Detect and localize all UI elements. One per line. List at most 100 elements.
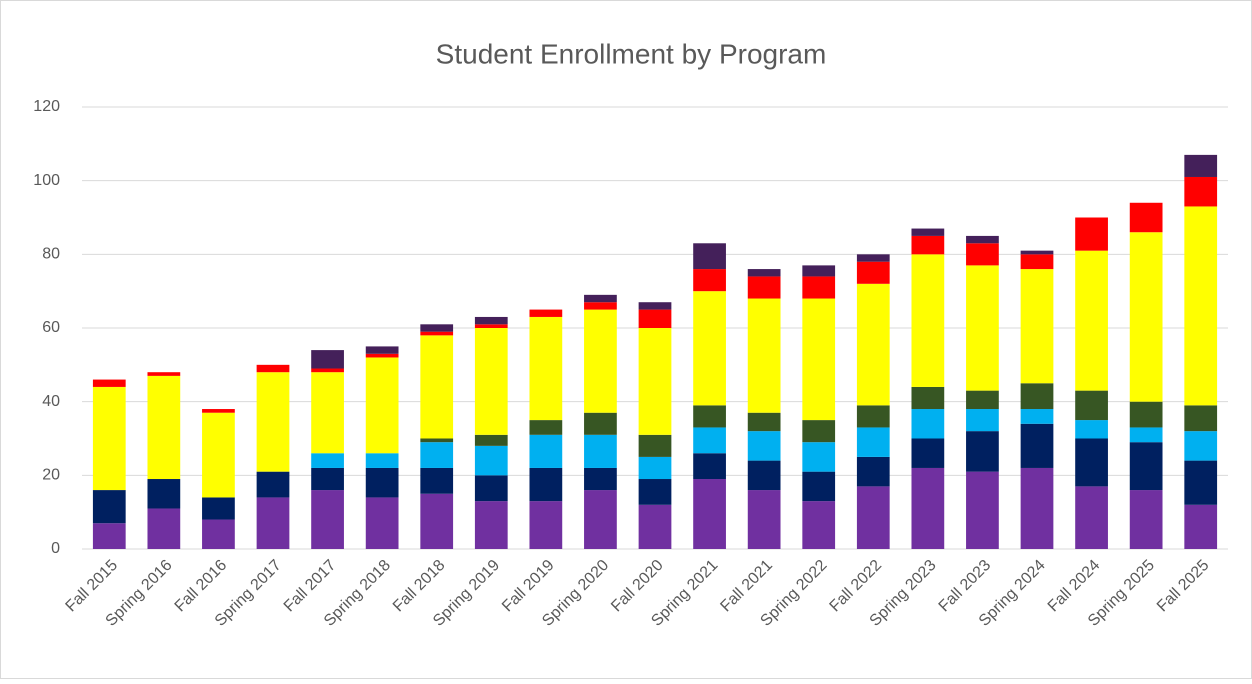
chart-title: Student Enrollment by Program: [436, 38, 827, 69]
bar-segment: [311, 453, 344, 468]
y-tick-label: 80: [42, 246, 60, 263]
bar-segment: [802, 276, 836, 299]
bar-segment: [311, 350, 344, 369]
bar-segment: [92, 490, 126, 524]
bar-segment: [1075, 250, 1108, 391]
bar-segment: [966, 409, 999, 432]
bar-segment: [202, 412, 235, 498]
bar-segment: [584, 490, 617, 549]
bar-segment: [202, 409, 235, 413]
bar-segment: [311, 372, 344, 454]
bar-segment: [1020, 409, 1054, 424]
bar-segment: [365, 453, 399, 468]
bar-segment: [529, 309, 563, 317]
bar-segment: [1075, 486, 1108, 549]
bar-segment: [911, 467, 945, 549]
bar-segment: [1184, 206, 1218, 406]
bar-segment: [311, 467, 344, 491]
bar-segment: [747, 490, 781, 549]
bar-segment: [1184, 504, 1218, 549]
bar-segment: [529, 434, 563, 468]
bar-segment: [420, 438, 454, 443]
bar-segment: [420, 467, 454, 494]
bar-segment: [856, 283, 890, 406]
bar-segment: [365, 357, 399, 454]
bar-segment: [256, 364, 290, 373]
bar-segment: [911, 254, 945, 387]
bar-segment: [1020, 254, 1054, 270]
bar-segment: [584, 294, 617, 303]
bar-segment: [638, 434, 672, 457]
bar-segment: [911, 235, 945, 255]
bar-segment: [584, 302, 617, 310]
bar-segment: [693, 291, 726, 406]
bar-segment: [638, 328, 672, 435]
bar-segment: [1129, 232, 1163, 402]
bar-segment: [474, 328, 508, 435]
bar-segment: [1075, 217, 1108, 251]
bar-segment: [420, 493, 454, 549]
bar-segment: [856, 456, 890, 487]
bar-segment: [1184, 460, 1218, 505]
bar-segment: [638, 309, 672, 328]
bar-segment: [92, 523, 126, 549]
bar-segment: [584, 309, 617, 413]
bar-segment: [1129, 490, 1163, 549]
bar-segment: [802, 442, 836, 472]
bar-segment: [911, 228, 945, 236]
bar-segment: [584, 467, 617, 491]
bar-segment: [966, 235, 999, 244]
bar-segment: [529, 467, 563, 502]
bar-segment: [693, 427, 726, 454]
bar-segment: [420, 335, 454, 439]
bar-segment: [856, 405, 890, 428]
bar-segment: [365, 467, 399, 498]
y-tick-label: 40: [42, 393, 60, 410]
y-tick-label: 60: [42, 319, 60, 336]
bar-segment: [311, 490, 344, 549]
bar-segment: [256, 497, 290, 549]
bar-segment: [1075, 420, 1108, 439]
bar-segment: [474, 316, 508, 325]
bar-segment: [1020, 467, 1054, 549]
bar-segment: [747, 269, 781, 277]
bar-segment: [638, 479, 672, 505]
bar-segment: [911, 438, 945, 468]
bar-segment: [1184, 154, 1218, 177]
bar-segment: [802, 471, 836, 502]
bar-segment: [474, 434, 508, 446]
bar-segment: [474, 475, 508, 502]
bar-segment: [584, 412, 617, 435]
bar-segment: [1129, 202, 1163, 233]
bar-segment: [693, 453, 726, 480]
bar-segment: [1129, 427, 1163, 443]
bar-segment: [1184, 431, 1218, 461]
bar-segment: [529, 501, 563, 549]
bar-segment: [856, 486, 890, 549]
bar-segment: [365, 353, 399, 358]
bar-segment: [311, 368, 344, 373]
bar-segment: [966, 265, 999, 391]
y-tick-label: 20: [42, 467, 60, 484]
bar-segment: [420, 324, 454, 332]
bar-segment: [1020, 269, 1054, 384]
bar-segment: [966, 243, 999, 266]
bar-segment: [966, 471, 999, 549]
y-tick-label: 100: [33, 172, 60, 189]
bar-segment: [911, 386, 945, 410]
bar-segment: [856, 254, 890, 262]
bar-segment: [747, 412, 781, 432]
bar-segment: [638, 504, 672, 549]
bar-segment: [802, 298, 836, 421]
bar-segment: [529, 316, 563, 421]
bar-segment: [420, 442, 454, 468]
bar-segment: [92, 386, 126, 491]
bar-segment: [1129, 401, 1163, 428]
bar-segment: [147, 508, 181, 549]
bar-segment: [529, 420, 563, 435]
bar-segment: [1020, 423, 1054, 468]
bar-segment: [256, 372, 290, 472]
bar-segment: [365, 346, 399, 354]
bar-segment: [1020, 250, 1054, 255]
